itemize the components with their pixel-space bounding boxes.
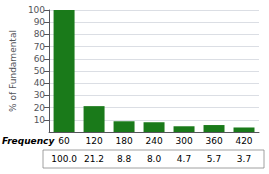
svg-text:4.7: 4.7	[177, 154, 191, 164]
svg-text:21.2: 21.2	[84, 154, 104, 164]
svg-text:60: 60	[34, 54, 46, 64]
svg-text:50: 50	[34, 66, 46, 76]
svg-text:240: 240	[145, 136, 162, 146]
svg-text:80: 80	[34, 29, 46, 39]
svg-text:% of Fundamental: % of Fundamental	[8, 30, 18, 112]
svg-text:360: 360	[205, 136, 222, 146]
svg-text:300: 300	[175, 136, 192, 146]
svg-text:40: 40	[34, 78, 46, 88]
svg-text:120: 120	[85, 136, 102, 146]
svg-text:3.7: 3.7	[237, 154, 251, 164]
svg-text:8.0: 8.0	[147, 154, 162, 164]
svg-text:20: 20	[34, 103, 46, 113]
svg-text:90: 90	[34, 17, 46, 27]
svg-text:60: 60	[58, 136, 70, 146]
svg-text:100.0: 100.0	[51, 154, 77, 164]
svg-text:10: 10	[34, 115, 46, 125]
svg-text:30: 30	[34, 90, 46, 100]
svg-text:100: 100	[28, 5, 45, 15]
svg-text:8.8: 8.8	[117, 154, 132, 164]
svg-text:Frequency: Frequency	[2, 136, 55, 146]
svg-text:70: 70	[34, 42, 46, 52]
svg-text:180: 180	[115, 136, 132, 146]
svg-text:420: 420	[235, 136, 252, 146]
svg-text:5.7: 5.7	[207, 154, 221, 164]
